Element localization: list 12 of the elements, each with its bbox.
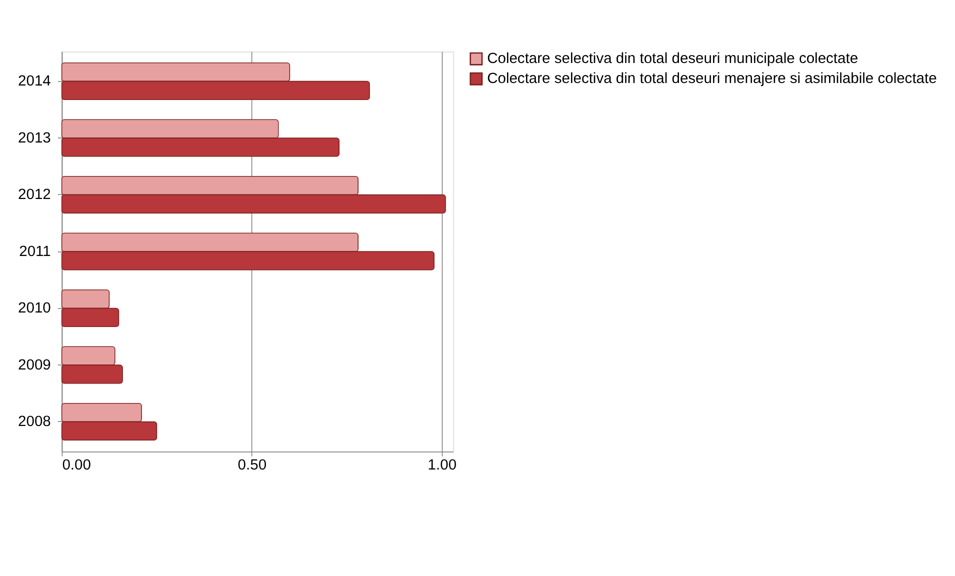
y-tick-label: 2011 (19, 244, 51, 260)
x-tick-label: 0.00 (62, 457, 91, 474)
y-tick-label: 2013 (18, 130, 51, 146)
y-tick-label: 2009 (18, 357, 51, 374)
y-tick-label: 2014 (18, 74, 51, 90)
legend-label: Colectare selectiva din total deseuri menajere si asimilabile colectate (487, 71, 937, 88)
y-tick-label: 2012 (18, 187, 51, 204)
legend-label: Colectare selectiva din total deseuri municipale colectate (487, 51, 858, 68)
y-tick-label: 2008 (18, 414, 51, 430)
y-tick-label: 2010 (18, 300, 51, 317)
x-tick-label: 0.50 (238, 457, 267, 474)
x-tick-label: 1.00 (428, 457, 457, 474)
